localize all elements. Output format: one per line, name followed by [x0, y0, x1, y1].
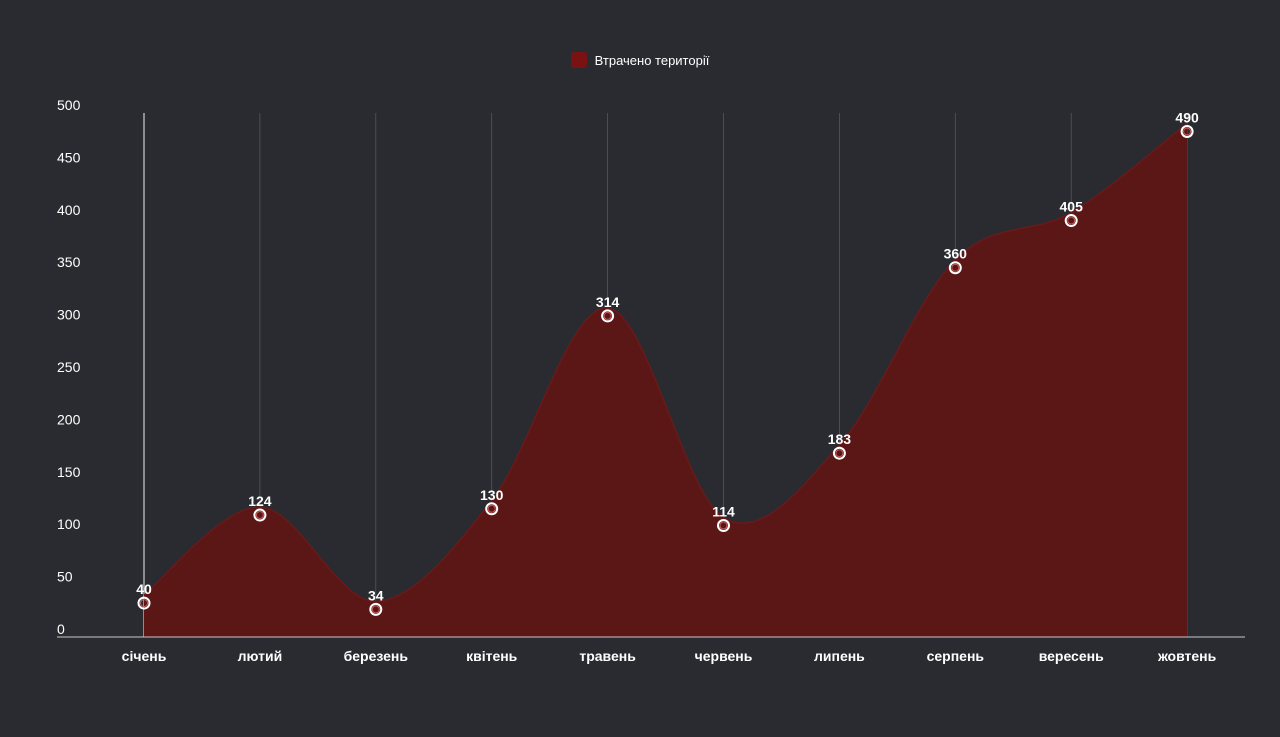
data-point-ring-серпень: [951, 263, 960, 272]
data-label-layer: 40 124 34 130 314 114 183 360 405 490: [136, 109, 1199, 603]
x-tick-label-січень: січень: [122, 648, 167, 664]
data-label-серпень: 360: [944, 246, 968, 262]
data-point-червень: [717, 519, 730, 533]
y-tick-label-0: 0: [57, 621, 65, 637]
data-label-червень: 114: [712, 504, 735, 520]
data-label-лютий: 124: [248, 493, 272, 509]
data-point-ring-липень: [835, 449, 844, 458]
legend: Втрачено території: [0, 52, 1280, 68]
data-label-березень: 34: [368, 587, 384, 603]
data-point-травень: [601, 309, 615, 323]
data-point-ring-січень: [140, 599, 148, 608]
y-tick-label-500: 500: [57, 97, 81, 113]
y-tick-label-250: 250: [57, 359, 81, 375]
data-point-ring-жовтень: [1183, 127, 1192, 136]
x-tick-label-лютий: лютий: [238, 648, 283, 664]
data-point-жовтень: [1180, 124, 1194, 138]
x-tick-label-жовтень: жовтень: [1157, 648, 1217, 664]
y-tick-label-200: 200: [57, 411, 81, 427]
data-label-липень: 183: [828, 431, 852, 447]
data-point-ring-травень: [603, 311, 612, 320]
data-point-вересень: [1064, 214, 1078, 228]
x-tick-label-вересень: вересень: [1039, 648, 1104, 664]
data-point-ring-червень: [719, 521, 728, 530]
data-label-квітень: 130: [480, 487, 504, 503]
data-point-ring-квітень: [487, 504, 496, 513]
data-point-ring-березень: [371, 605, 380, 614]
data-label-вересень: 405: [1060, 199, 1084, 215]
series-line: [143, 122, 1188, 603]
y-tick-label-100: 100: [57, 516, 81, 532]
area-layer: [143, 122, 1188, 638]
data-label-травень: 314: [596, 294, 620, 310]
data-point-лютий: [253, 508, 267, 522]
y-tick-label-50: 50: [57, 569, 73, 585]
x-tick-label-серпень: серпень: [927, 648, 985, 664]
data-point-липень: [832, 446, 846, 460]
x-axis-ticks: січень лютий березень квітень травень червень…: [122, 648, 1217, 664]
legend-swatch: [570, 52, 587, 68]
data-point-березень: [369, 602, 383, 616]
y-tick-label-150: 150: [57, 464, 81, 480]
x-tick-label-травень: травень: [579, 648, 636, 664]
x-tick-label-квітень: квітень: [466, 648, 518, 664]
y-tick-label-450: 450: [57, 149, 81, 165]
x-tick-label-червень: червень: [695, 648, 753, 664]
data-label-січень: 40: [136, 581, 152, 597]
legend-label: Втрачено території: [594, 52, 710, 68]
y-axis-ticks: 0 50 100 150 200 250 300 350 400 450 500: [57, 97, 81, 637]
data-point-ring-вересень: [1067, 216, 1076, 225]
data-label-жовтень: 490: [1175, 109, 1199, 125]
data-point-січень: [137, 596, 151, 610]
data-point-квітень: [485, 502, 499, 516]
x-tick-label-березень: березень: [344, 648, 409, 664]
data-point-серпень: [948, 261, 962, 275]
x-tick-label-липень: липень: [814, 648, 865, 664]
series-area: [144, 123, 1188, 638]
marker-layer: [137, 124, 1194, 616]
data-point-ring-лютий: [255, 511, 264, 520]
y-tick-label-400: 400: [57, 202, 81, 218]
y-tick-label-300: 300: [57, 307, 81, 323]
y-tick-label-350: 350: [57, 254, 81, 270]
